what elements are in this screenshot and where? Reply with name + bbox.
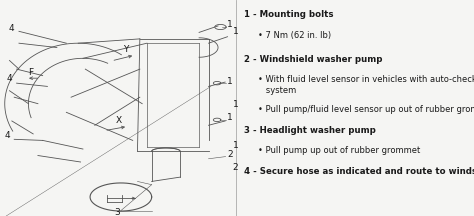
Text: 4 - Secure hose as indicated and route to windshield: 4 - Secure hose as indicated and route t… [244,167,474,176]
Text: 2: 2 [233,163,238,172]
Text: 1: 1 [233,27,238,36]
Text: 3 - Headlight washer pump: 3 - Headlight washer pump [244,126,376,135]
Text: 4: 4 [7,74,12,83]
Text: • Pull pump up out of rubber grommet: • Pull pump up out of rubber grommet [258,146,420,155]
Text: 1: 1 [233,141,238,150]
Text: 4: 4 [4,130,10,140]
Text: 1 - Mounting bolts: 1 - Mounting bolts [244,10,334,19]
Text: X: X [116,116,121,125]
Text: 1: 1 [227,76,233,86]
Text: 1: 1 [227,113,233,122]
Text: • Pull pump/fluid level sensor up out of rubber grommet: • Pull pump/fluid level sensor up out of… [258,105,474,114]
Text: 2: 2 [227,150,233,159]
Text: F: F [28,68,33,77]
Text: Y: Y [123,45,128,54]
Text: 1: 1 [233,100,238,109]
Text: 3: 3 [115,208,120,216]
Text: • 7 Nm (62 in. lb): • 7 Nm (62 in. lb) [258,31,331,40]
Text: 1: 1 [227,20,233,29]
Text: • With fluid level sensor in vehicles with auto-check
   system: • With fluid level sensor in vehicles wi… [258,75,474,95]
Text: 2 - Windshield washer pump: 2 - Windshield washer pump [244,55,383,64]
Text: 4: 4 [9,24,15,33]
